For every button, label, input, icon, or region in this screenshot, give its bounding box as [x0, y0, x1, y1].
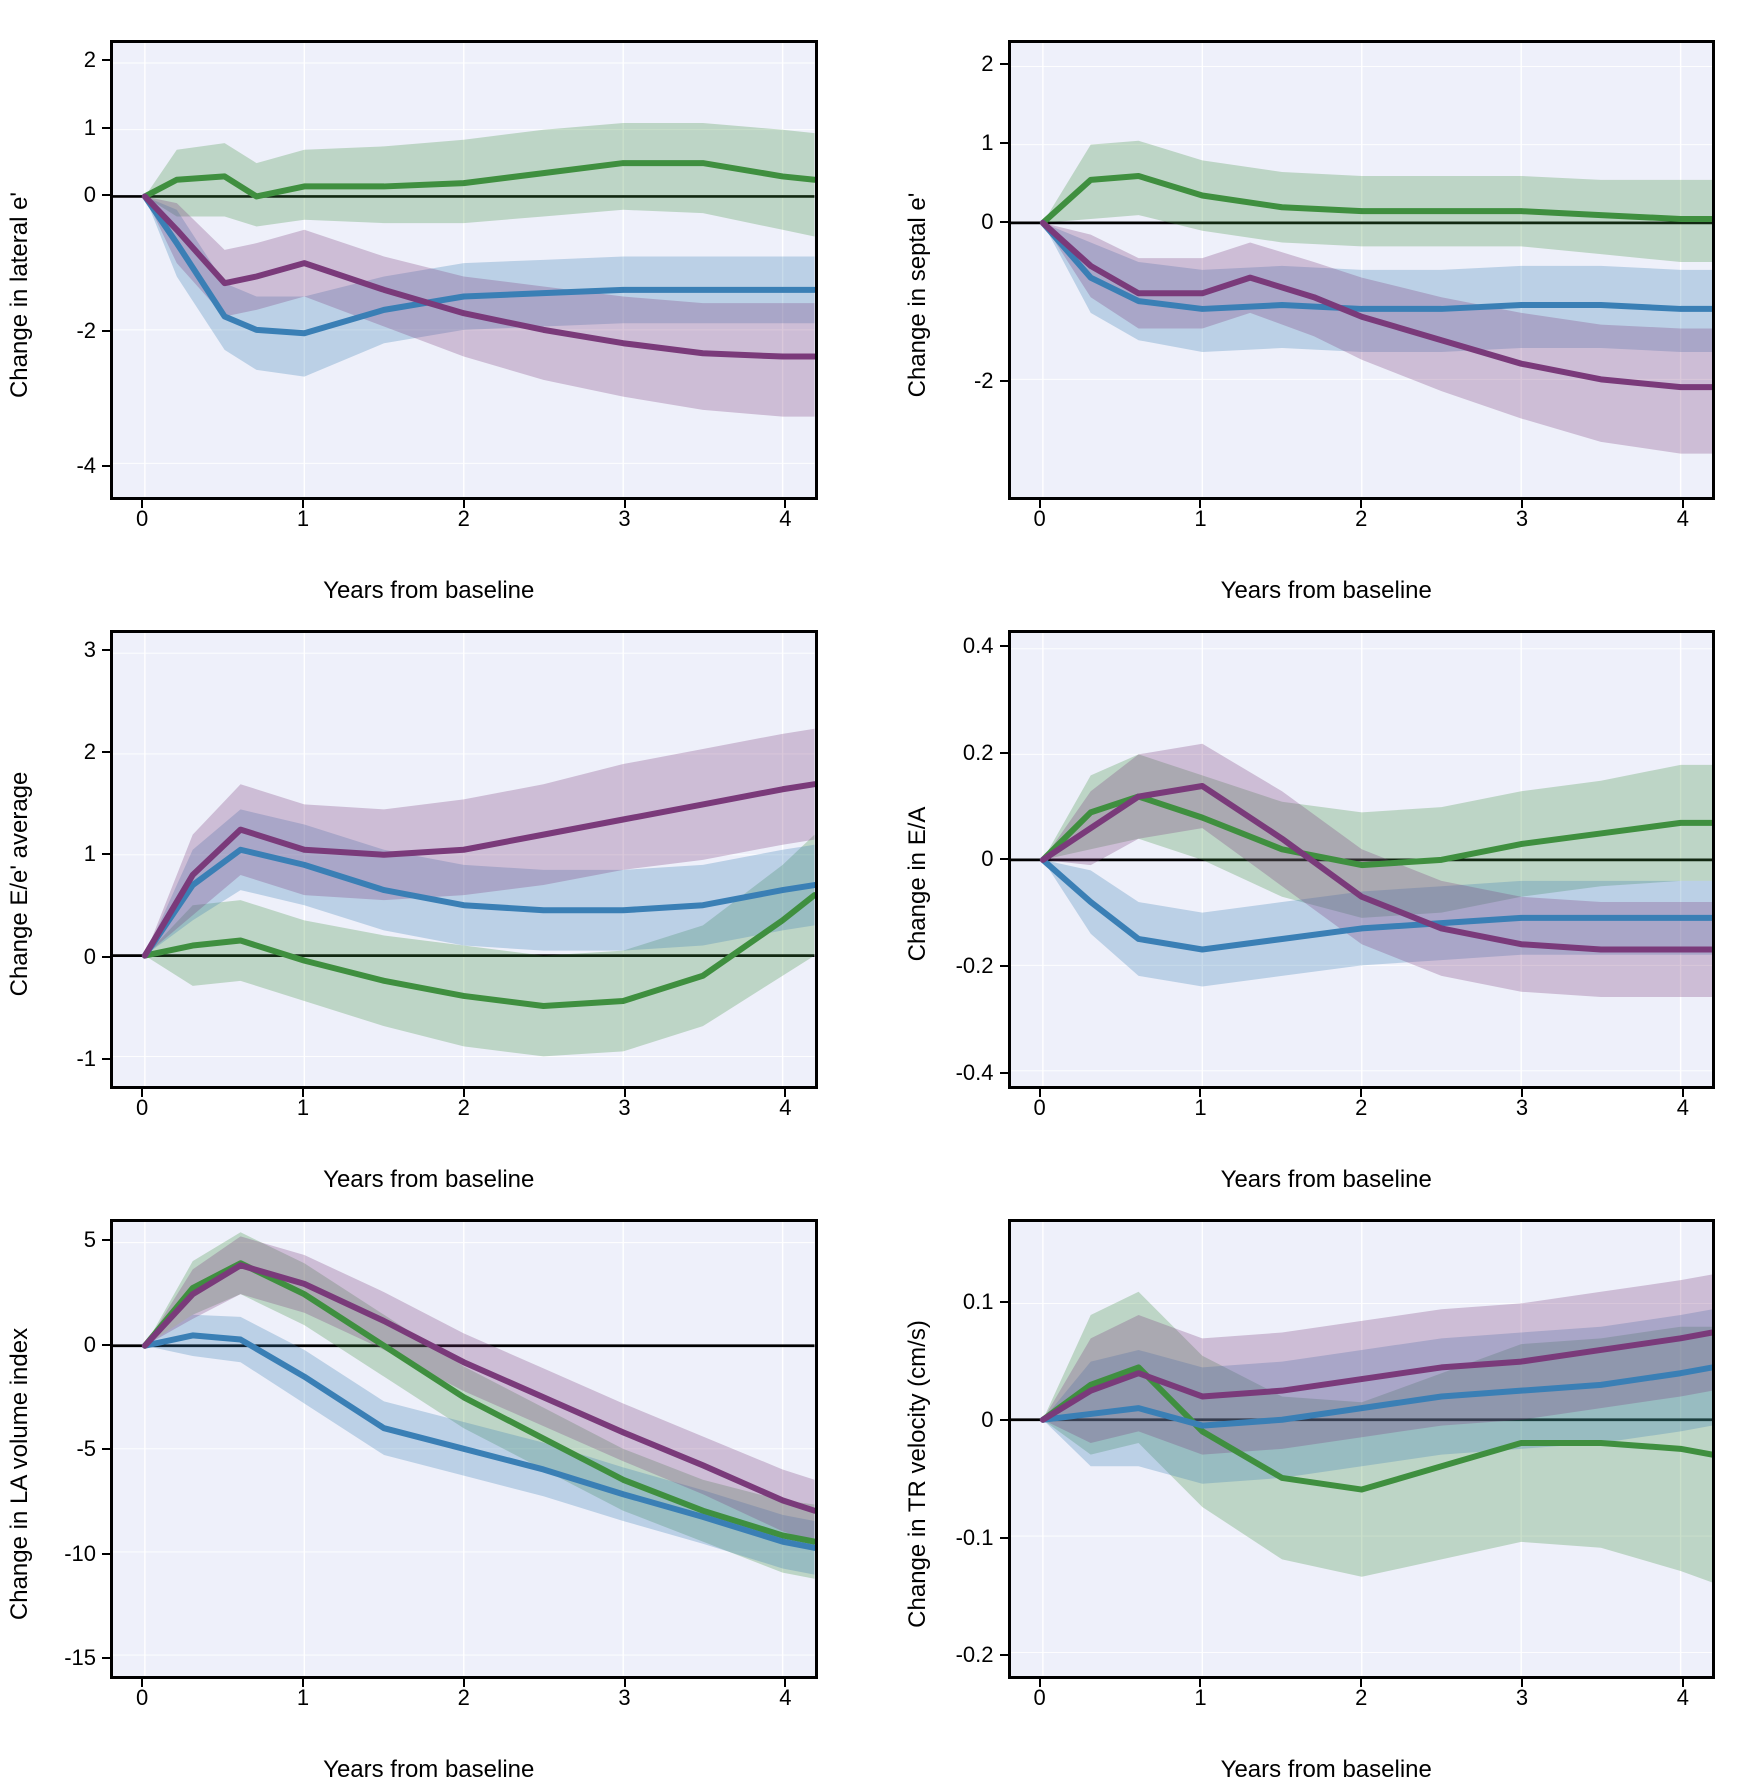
x-axis-label: Years from baseline: [1221, 577, 1432, 605]
y-tick-label: -0.2: [956, 953, 994, 979]
x-tick-label: 0: [1034, 1685, 1046, 1711]
x-axis-label: Years from baseline: [1221, 1756, 1432, 1784]
y-tick-label: -1: [76, 1046, 96, 1072]
x-tick-label: 0: [136, 1095, 148, 1121]
y-tick-label: 3: [84, 637, 96, 663]
y-tick-label: -4: [76, 453, 96, 479]
y-tick-label: 1: [84, 841, 96, 867]
x-tick-label: 2: [1355, 1095, 1367, 1121]
x-tick-label: 0: [1034, 1095, 1046, 1121]
x-tick-label: 0: [136, 1685, 148, 1711]
y-tick-label: -10: [64, 1541, 96, 1567]
x-tick-label: 0: [136, 506, 148, 532]
x-tick-label: 4: [779, 1685, 791, 1711]
y-tick-label: 1: [981, 130, 993, 156]
y-axis-label: Change in E/A: [904, 807, 932, 962]
x-tick-label: 4: [1677, 506, 1689, 532]
x-tick-label: 2: [458, 506, 470, 532]
chart-panel-e-over-e: Change E/e' averageYears from baseline01…: [30, 620, 828, 1150]
x-tick-label: 1: [1194, 1685, 1206, 1711]
y-tick-label: -2: [76, 318, 96, 344]
y-tick-label: 0: [84, 182, 96, 208]
x-axis-label: Years from baseline: [323, 1166, 534, 1194]
chart-panel-septal-e: Change in septal e'Years from baseline01…: [928, 30, 1726, 560]
y-tick-label: -2: [974, 368, 994, 394]
y-axis-label: Change E/e' average: [6, 772, 34, 997]
y-axis-label: Change in TR velocity (cm/s): [904, 1320, 932, 1628]
x-tick-label: 1: [297, 1685, 309, 1711]
chart-grid: Change in lateral e'Years from baseline0…: [30, 30, 1725, 1739]
y-tick-label: 5: [84, 1227, 96, 1253]
x-tick-label: 1: [1194, 506, 1206, 532]
plot-area: [1008, 1219, 1716, 1679]
y-tick-label: 0: [84, 1332, 96, 1358]
x-tick-label: 3: [1516, 1685, 1528, 1711]
x-tick-label: 1: [297, 1095, 309, 1121]
y-tick-label: 0: [981, 846, 993, 872]
x-tick-label: 2: [458, 1095, 470, 1121]
x-tick-label: 3: [1516, 1095, 1528, 1121]
y-axis-label: Change in lateral e': [6, 192, 34, 398]
x-axis-label: Years from baseline: [323, 1756, 534, 1784]
y-tick-label: 2: [981, 51, 993, 77]
chart-panel-lateral-e: Change in lateral e'Years from baseline0…: [30, 30, 828, 560]
x-tick-label: 3: [618, 1095, 630, 1121]
y-tick-label: 0: [84, 944, 96, 970]
y-axis-label: Change in LA volume index: [6, 1328, 34, 1620]
x-tick-label: 4: [779, 506, 791, 532]
y-tick-label: 0: [981, 209, 993, 235]
x-tick-label: 4: [1677, 1685, 1689, 1711]
y-tick-label: -15: [64, 1645, 96, 1671]
plot-area: [1008, 630, 1716, 1090]
plot-area: [110, 40, 818, 500]
x-tick-label: 2: [1355, 506, 1367, 532]
chart-panel-la-volume: Change in LA volume indexYears from base…: [30, 1209, 828, 1739]
y-axis-label: Change in septal e': [904, 192, 932, 397]
x-tick-label: 1: [1194, 1095, 1206, 1121]
x-tick-label: 3: [1516, 506, 1528, 532]
y-tick-label: 2: [84, 739, 96, 765]
y-tick-label: 1: [84, 115, 96, 141]
chart-panel-e-a: Change in E/AYears from baseline01234-0.…: [928, 620, 1726, 1150]
x-tick-label: 4: [1677, 1095, 1689, 1121]
y-tick-label: 0: [981, 1407, 993, 1433]
y-tick-label: -0.1: [956, 1525, 994, 1551]
y-tick-label: -0.2: [956, 1642, 994, 1668]
y-tick-label: 0.1: [963, 1289, 994, 1315]
x-axis-label: Years from baseline: [323, 577, 534, 605]
chart-panel-tr-velocity: Change in TR velocity (cm/s)Years from b…: [928, 1209, 1726, 1739]
x-axis-label: Years from baseline: [1221, 1166, 1432, 1194]
x-tick-label: 1: [297, 506, 309, 532]
x-tick-label: 3: [618, 506, 630, 532]
y-tick-label: 2: [84, 47, 96, 73]
x-tick-label: 0: [1034, 506, 1046, 532]
x-tick-label: 2: [458, 1685, 470, 1711]
y-tick-label: -5: [76, 1436, 96, 1462]
x-tick-label: 3: [618, 1685, 630, 1711]
y-tick-label: 0.4: [963, 633, 994, 659]
x-tick-label: 2: [1355, 1685, 1367, 1711]
plot-area: [1008, 40, 1716, 500]
plot-area: [110, 630, 818, 1090]
x-tick-label: 4: [779, 1095, 791, 1121]
y-tick-label: 0.2: [963, 740, 994, 766]
y-tick-label: -0.4: [956, 1060, 994, 1086]
plot-area: [110, 1219, 818, 1679]
